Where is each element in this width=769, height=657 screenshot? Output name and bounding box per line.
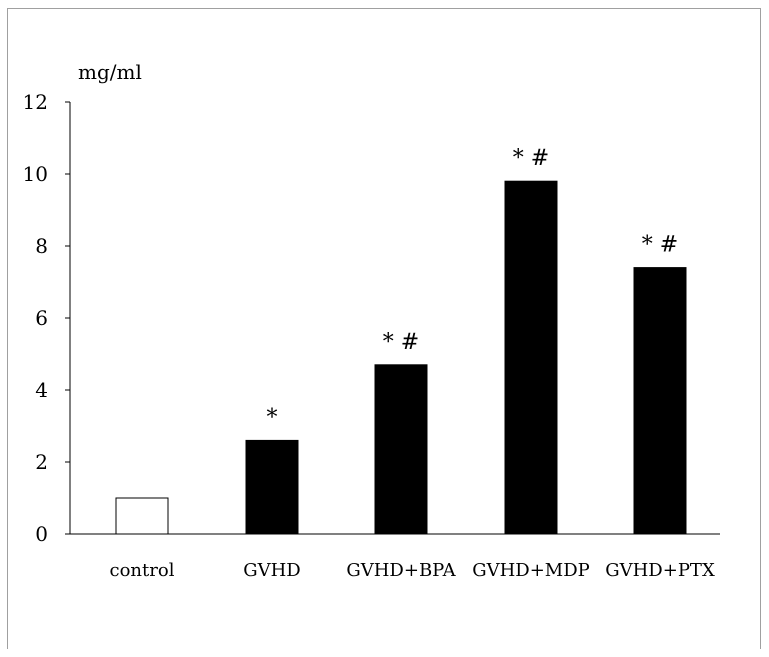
bars-group [115,180,687,535]
category-label: GVHD [243,560,301,581]
labels-group: control * GVHD * # GVHD+BPA * # GVHD+MDP * # GVH… [110,146,715,581]
significance-label: * # [513,146,549,171]
category-label: control [110,560,175,581]
y-tick-label: 6 [35,306,48,330]
y-tick-label: 2 [35,450,48,474]
chart-frame [7,8,761,649]
y-tick-label: 0 [35,522,48,546]
significance-label: * # [383,330,419,355]
y-tick-label: 8 [35,234,48,258]
significance-label: * # [642,233,678,258]
bar-gvhd-bpa [374,364,428,535]
y-tick-label: 12 [23,90,48,114]
category-label: GVHD+MDP [472,560,590,581]
significance-label: * [267,405,278,430]
y-tick-label: 4 [35,378,48,402]
category-label: GVHD+BPA [346,560,456,581]
bar-gvhd [245,439,299,535]
chart-axes: 0 2 4 6 8 10 12 [23,90,720,546]
bar-gvhd-mdp [504,180,558,535]
y-tick-label: 10 [23,162,48,186]
category-label: GVHD+PTX [605,560,715,581]
bar-gvhd-ptx [633,267,687,535]
bar-control [115,497,169,535]
y-axis-unit-label: mg/ml [78,60,142,84]
